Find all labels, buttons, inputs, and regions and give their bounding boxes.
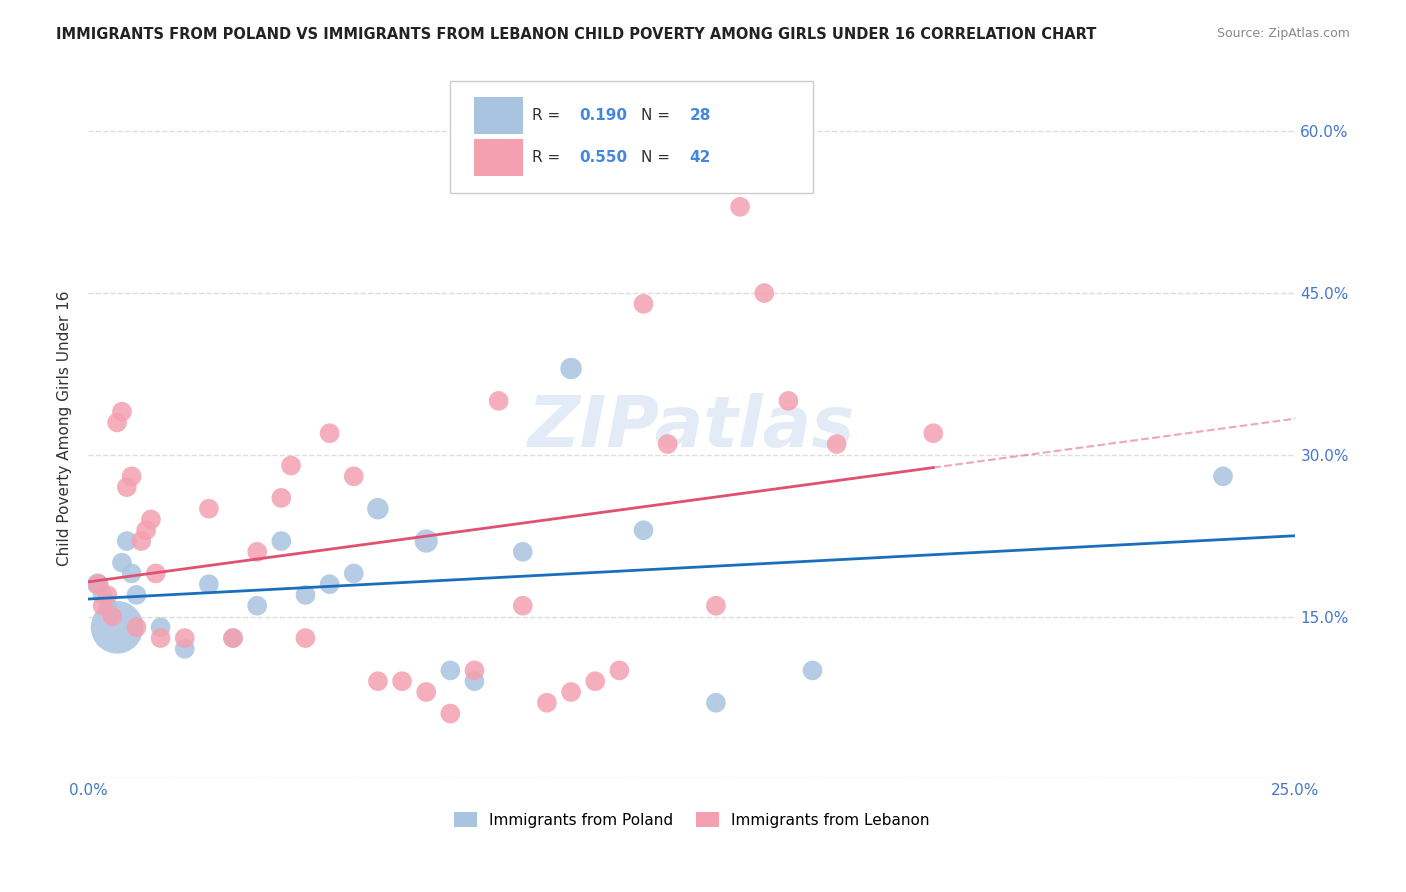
- Point: [754, 286, 776, 301]
- Point: [657, 437, 679, 451]
- Point: [111, 405, 134, 419]
- Point: [105, 620, 128, 634]
- Point: [96, 599, 118, 613]
- Point: [101, 609, 124, 624]
- Point: [198, 577, 221, 591]
- Point: [149, 631, 172, 645]
- Text: IMMIGRANTS FROM POLAND VS IMMIGRANTS FROM LEBANON CHILD POVERTY AMONG GIRLS UNDE: IMMIGRANTS FROM POLAND VS IMMIGRANTS FRO…: [56, 27, 1097, 42]
- Point: [105, 416, 128, 430]
- Point: [246, 599, 269, 613]
- Bar: [474, 97, 523, 134]
- Text: R =: R =: [533, 150, 565, 165]
- Point: [125, 620, 148, 634]
- Point: [115, 480, 138, 494]
- Point: [609, 664, 631, 678]
- Point: [96, 588, 118, 602]
- Point: [198, 501, 221, 516]
- Point: [222, 631, 245, 645]
- Point: [463, 664, 485, 678]
- Point: [270, 534, 292, 549]
- Point: [439, 706, 461, 721]
- Point: [801, 664, 824, 678]
- Point: [149, 620, 172, 634]
- Point: [728, 200, 751, 214]
- Point: [343, 469, 366, 483]
- Point: [922, 426, 945, 441]
- Point: [101, 609, 124, 624]
- Point: [367, 501, 389, 516]
- Point: [1212, 469, 1234, 483]
- Point: [135, 523, 157, 537]
- Point: [125, 588, 148, 602]
- Text: Source: ZipAtlas.com: Source: ZipAtlas.com: [1216, 27, 1350, 40]
- Text: N =: N =: [641, 108, 675, 123]
- Point: [145, 566, 167, 581]
- Text: 42: 42: [689, 150, 711, 165]
- Point: [129, 534, 152, 549]
- Point: [633, 297, 655, 311]
- Point: [391, 674, 413, 689]
- Point: [367, 674, 389, 689]
- Point: [121, 566, 143, 581]
- Point: [488, 393, 510, 408]
- Point: [439, 664, 461, 678]
- Point: [704, 696, 727, 710]
- Point: [343, 566, 366, 581]
- Text: 28: 28: [689, 108, 711, 123]
- Bar: [474, 139, 523, 176]
- Point: [139, 512, 162, 526]
- Point: [633, 523, 655, 537]
- Point: [91, 588, 114, 602]
- Text: 0.190: 0.190: [579, 108, 627, 123]
- Point: [415, 534, 437, 549]
- Point: [87, 577, 110, 591]
- Point: [560, 685, 582, 699]
- Point: [825, 437, 848, 451]
- Point: [583, 674, 606, 689]
- Point: [246, 545, 269, 559]
- Point: [560, 361, 582, 376]
- Text: N =: N =: [641, 150, 675, 165]
- Point: [536, 696, 558, 710]
- Point: [318, 577, 340, 591]
- Point: [91, 599, 114, 613]
- Point: [463, 674, 485, 689]
- Point: [222, 631, 245, 645]
- Point: [318, 426, 340, 441]
- Text: ZIPatlas: ZIPatlas: [529, 393, 855, 462]
- Legend: Immigrants from Poland, Immigrants from Lebanon: Immigrants from Poland, Immigrants from …: [447, 805, 936, 834]
- FancyBboxPatch shape: [450, 81, 813, 193]
- Point: [704, 599, 727, 613]
- Point: [115, 534, 138, 549]
- Point: [111, 556, 134, 570]
- Point: [121, 469, 143, 483]
- Y-axis label: Child Poverty Among Girls Under 16: Child Poverty Among Girls Under 16: [58, 290, 72, 566]
- Point: [270, 491, 292, 505]
- Point: [173, 631, 195, 645]
- Text: R =: R =: [533, 108, 565, 123]
- Point: [294, 588, 316, 602]
- Point: [173, 641, 195, 656]
- Point: [87, 577, 110, 591]
- Point: [294, 631, 316, 645]
- Point: [778, 393, 800, 408]
- Point: [512, 599, 534, 613]
- Text: 0.550: 0.550: [579, 150, 627, 165]
- Point: [512, 545, 534, 559]
- Point: [415, 685, 437, 699]
- Point: [280, 458, 302, 473]
